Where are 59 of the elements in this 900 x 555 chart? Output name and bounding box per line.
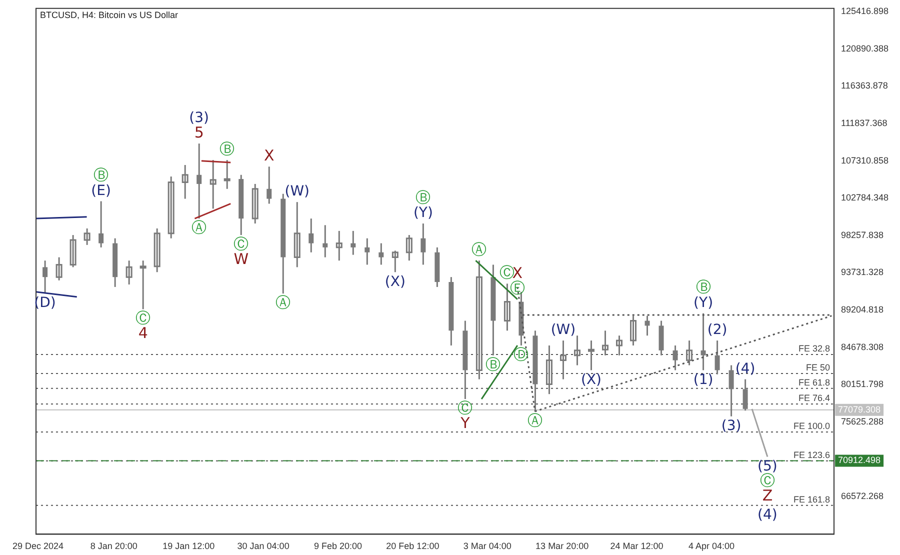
ref-line-label: FE 76.4 <box>798 392 830 403</box>
y-tick-label: 107310.858 <box>841 155 889 166</box>
annotation: (3) <box>721 418 742 434</box>
annotation: Ⓒ <box>500 264 515 282</box>
annotation: Ⓐ <box>528 411 543 430</box>
annotation: (5) <box>758 458 778 474</box>
y-tick-label: 120890.388 <box>841 43 889 54</box>
x-tick-label: 3 Mar 04:00 <box>463 541 512 552</box>
y-tick-label: 125416.898 <box>841 6 889 16</box>
ref-line-label: 77079.308 <box>838 404 881 414</box>
y-tick-label: 93731.328 <box>841 267 884 278</box>
ref-line-label: FE 50 <box>806 362 830 372</box>
annotation: Ⓔ <box>510 279 525 298</box>
y-tick-label: 66572.268 <box>841 491 884 502</box>
y-tick-label: 80151.798 <box>841 379 884 390</box>
y-tick-label: 102784.348 <box>841 192 889 203</box>
y-tick-label: 98257.838 <box>841 230 884 240</box>
annotation: Ⓑ <box>94 166 109 184</box>
y-tick-label: 75625.288 <box>841 416 884 426</box>
annotation: (1) <box>693 372 714 388</box>
x-tick-label: 8 Jan 20:00 <box>90 541 138 552</box>
annotation: Ⓓ <box>514 345 529 364</box>
y-tick-label: 84678.308 <box>841 342 884 352</box>
annotation: Ⓑ <box>220 140 235 158</box>
x-tick-label: 13 Mar 20:00 <box>536 541 589 552</box>
annotation: Ⓑ <box>416 188 431 206</box>
annotation: (4) <box>758 506 778 523</box>
ref-line-label: 70912.498 <box>838 455 881 466</box>
x-tick-label: 24 Mar 12:00 <box>610 541 664 552</box>
annotation: Ⓐ <box>192 218 207 236</box>
x-tick-label: 9 Feb 20:00 <box>314 541 362 552</box>
annotation: Ⓑ <box>486 355 501 374</box>
annotation: Ⓑ <box>696 278 711 296</box>
annotation: X <box>264 146 274 165</box>
annotation: (X) <box>384 274 406 290</box>
chart-title: BTCUSD, H4: Bitcoin vs US Dollar <box>40 10 178 20</box>
annotation: Ⓐ <box>276 293 291 312</box>
x-tick-label: 30 Jan 04:00 <box>237 541 290 552</box>
annotation: (X) <box>580 372 602 388</box>
ref-line-label: FE 61.8 <box>798 377 830 388</box>
annotation: (4) <box>735 360 756 377</box>
ref-line-label: FE 161.8 <box>793 494 830 504</box>
y-tick-label: 111837.368 <box>841 118 888 128</box>
annotation: (W) <box>284 184 310 200</box>
x-tick-label: 19 Jan 12:00 <box>162 541 215 552</box>
x-tick-label: 29 Dec 2024 <box>12 541 64 552</box>
x-tick-label: 20 Feb 12:00 <box>386 541 440 552</box>
ref-line-label: FE 100.0 <box>793 420 830 431</box>
annotation: (Y) <box>413 205 433 222</box>
annotation: (E) <box>91 182 111 199</box>
annotation: (W) <box>550 322 576 338</box>
y-tick-label: 116363.878 <box>841 80 888 91</box>
annotation: Ⓐ <box>472 240 487 258</box>
annotation: (2) <box>707 322 728 338</box>
annotation: (Y) <box>694 294 714 311</box>
y-tick-label: 89204.818 <box>841 304 884 314</box>
ref-line-label: FE 123.6 <box>793 450 830 460</box>
ref-line-label: FE 32.8 <box>798 344 830 354</box>
x-tick-label: 4 Apr 04:00 <box>688 541 734 552</box>
